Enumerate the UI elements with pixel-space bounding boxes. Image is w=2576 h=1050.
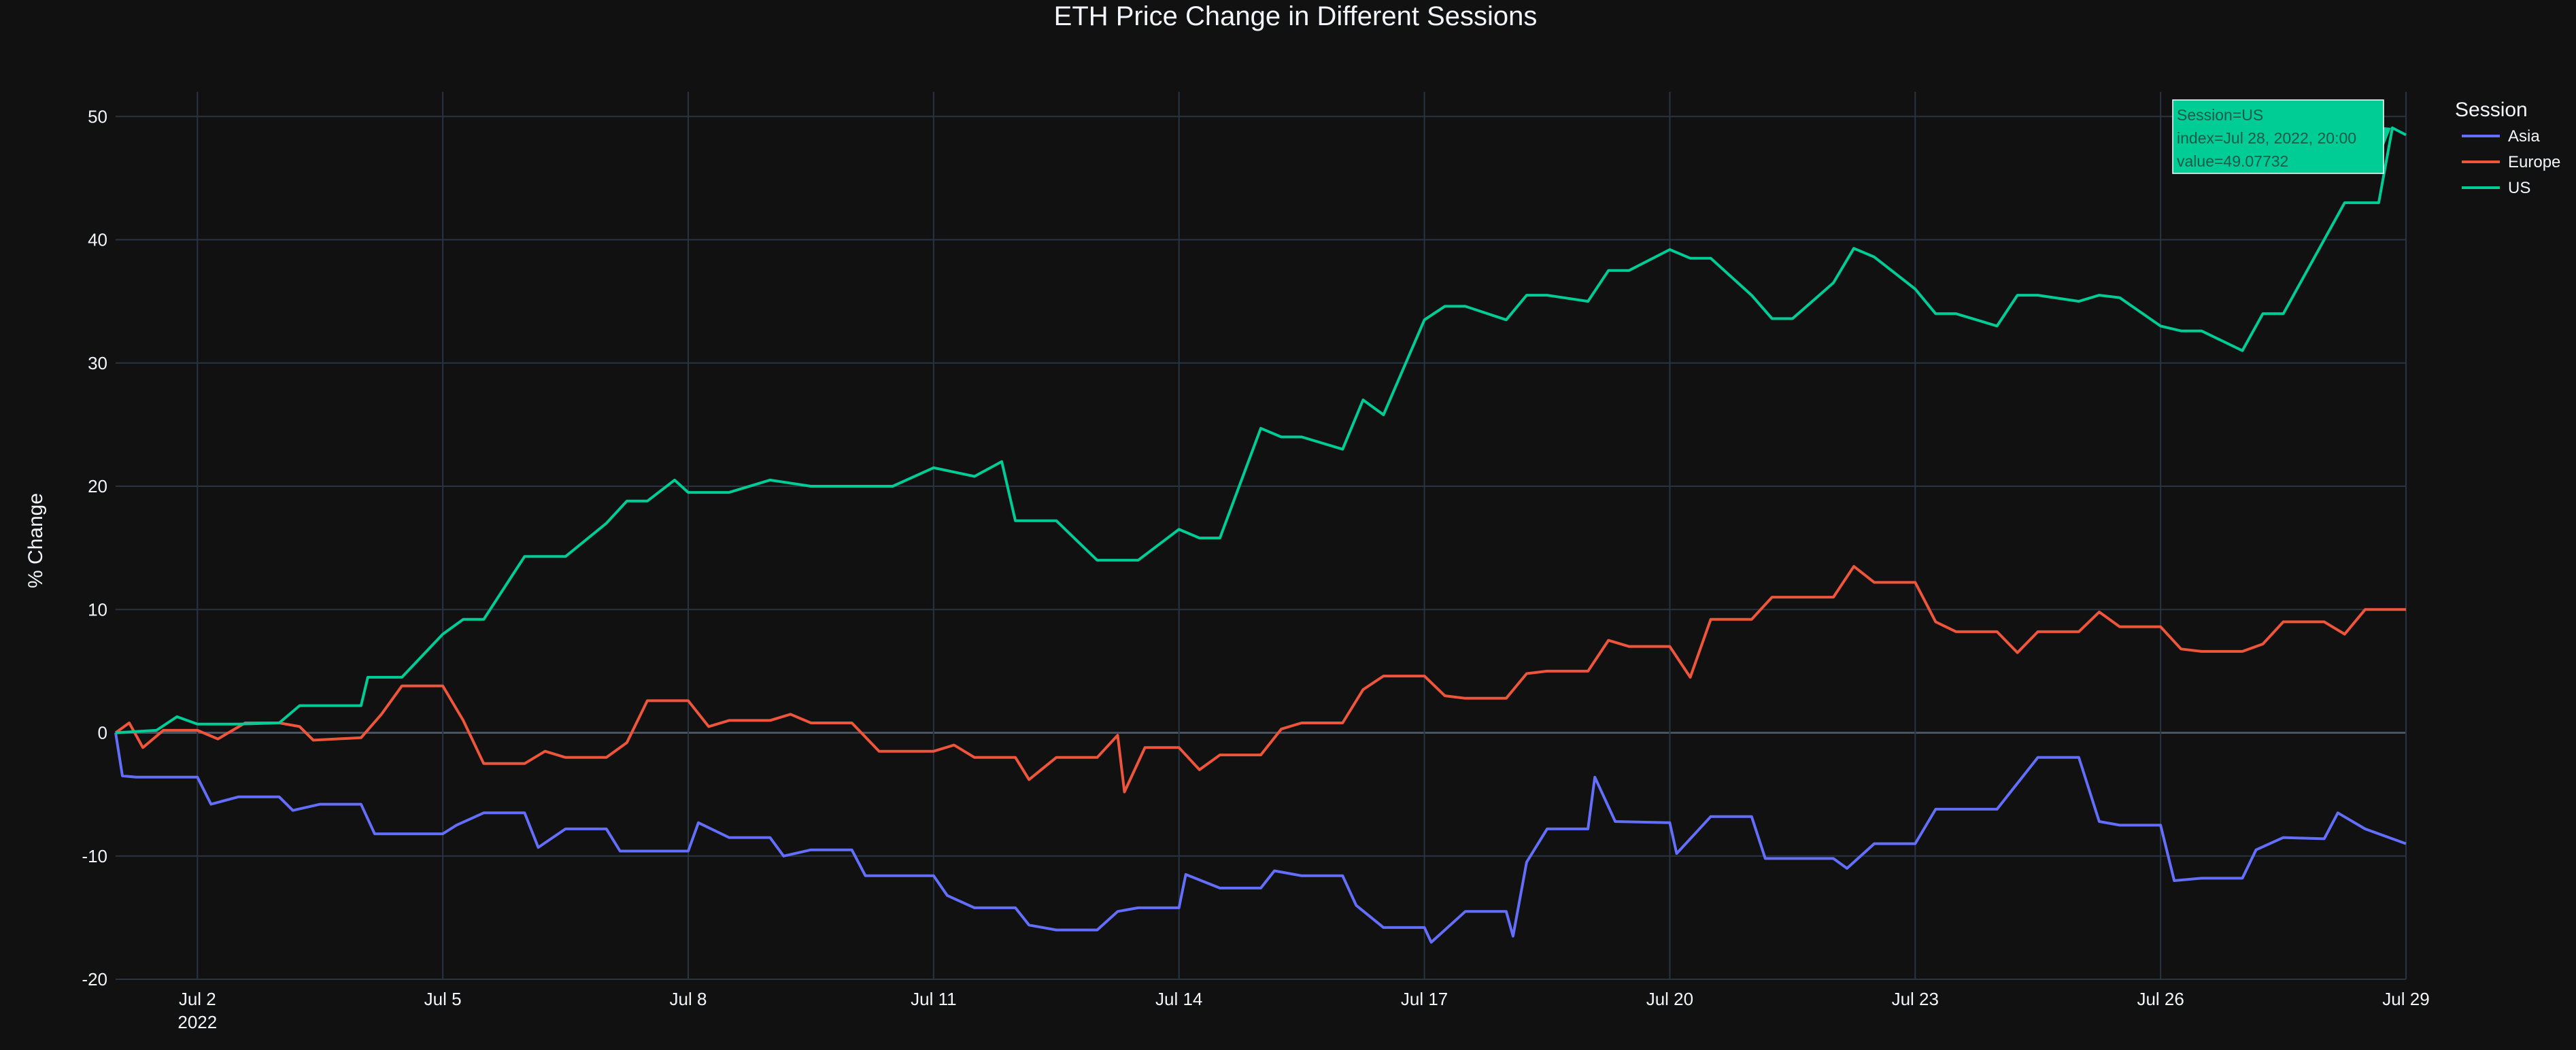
y-tick-label: -10: [82, 846, 107, 866]
x-tick-label: Jul 5: [424, 989, 462, 1009]
x-tick-label: Jul 17: [1401, 989, 1448, 1009]
x-tick-sublabel: 2022: [177, 1012, 217, 1032]
x-tick-label: Jul 14: [1155, 989, 1202, 1009]
x-tick-label: Jul 26: [2137, 989, 2184, 1009]
legend-label: Europe: [2508, 153, 2560, 171]
x-tick-label: Jul 20: [1646, 989, 1693, 1009]
chart-title: ETH Price Change in Different Sessions: [1054, 1, 1538, 31]
series-line-us[interactable]: [115, 126, 2407, 734]
y-tick-label: 30: [88, 353, 107, 373]
y-tick-label: 40: [88, 230, 107, 250]
x-tick-label: Jul 11: [911, 989, 956, 1009]
legend[interactable]: Session Asia Europe US: [2455, 99, 2560, 197]
y-tick-label: 10: [88, 599, 107, 620]
legend-item-europe[interactable]: Europe: [2462, 153, 2560, 171]
tooltip-line: Session=US: [2177, 106, 2263, 124]
grid: [116, 92, 2407, 980]
y-tick-label: 0: [98, 723, 107, 743]
series-line-europe[interactable]: [114, 564, 2406, 794]
legend-label: US: [2508, 179, 2530, 197]
legend-item-us[interactable]: US: [2462, 179, 2530, 197]
tooltip-box: [2172, 99, 2384, 174]
y-axis-ticks: -20 -10 0 10 20 30 40 50: [82, 106, 107, 989]
series-lines[interactable]: [114, 126, 2407, 944]
y-tick-label: 20: [88, 476, 107, 496]
x-tick-label: Jul 8: [670, 989, 707, 1009]
x-axis-ticks: Jul 2 2022 Jul 5 Jul 8 Jul 11 Jul 14 Jul 17 Jul…: [177, 989, 2429, 1032]
y-tick-label: -20: [82, 969, 107, 989]
legend-label: Asia: [2508, 127, 2540, 146]
legend-title: Session: [2455, 99, 2528, 121]
x-tick-label: Jul 29: [2382, 989, 2429, 1009]
series-line-asia[interactable]: [114, 732, 2407, 944]
legend-item-asia[interactable]: Asia: [2462, 127, 2540, 146]
tooltip-line: index=Jul 28, 2022, 20:00: [2177, 129, 2356, 147]
x-tick-label: Jul 23: [1892, 989, 1939, 1009]
tooltip-line: value=49.07732: [2177, 152, 2288, 170]
tooltip-pointer: [2384, 127, 2391, 146]
y-tick-label: 50: [88, 106, 107, 126]
y-axis-label: % Change: [24, 493, 47, 588]
x-tick-label: Jul 2: [179, 989, 216, 1009]
hover-tooltip: Session=US index=Jul 28, 2022, 20:00 value…: [2172, 99, 2391, 174]
